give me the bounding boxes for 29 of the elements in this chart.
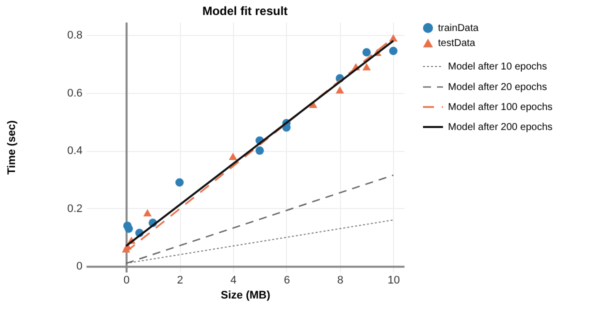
- y-tick-label: 0.2: [67, 202, 82, 215]
- point: [143, 209, 152, 216]
- point: [362, 63, 371, 70]
- legend-label: Model after 100 epochs: [448, 102, 553, 113]
- x-tick-label: 2: [176, 274, 184, 287]
- legend-label: Model after 200 epochs: [448, 122, 553, 133]
- legend-label: Model after 20 epochs: [448, 82, 547, 93]
- y-axis-title: Time (sec): [6, 120, 18, 175]
- x-tick-label: 6: [284, 274, 290, 287]
- x-tick-label: 4: [230, 274, 237, 287]
- point: [336, 86, 344, 94]
- x-axis-title: Size (MB): [220, 290, 271, 302]
- point: [389, 46, 398, 56]
- y-tick-label: 0: [76, 260, 82, 273]
- y-tick-label: 0.8: [67, 30, 82, 42]
- x-tick-label: 0: [124, 274, 130, 287]
- point: [175, 178, 184, 187]
- y-tick-label: 0.4: [67, 145, 82, 158]
- y-tick-label: 0.6: [67, 87, 82, 100]
- point: [362, 48, 371, 57]
- legend-label: testData: [438, 38, 476, 49]
- point: [228, 152, 238, 160]
- chart-title: Model fit result: [202, 4, 288, 18]
- legend-label: Model after 10 epochs: [448, 62, 547, 72]
- legend-label: trainData: [438, 23, 480, 34]
- point: [389, 34, 398, 42]
- x-tick-label: 8: [337, 274, 344, 287]
- x-tick-label: 10: [388, 274, 400, 287]
- point: [256, 146, 264, 155]
